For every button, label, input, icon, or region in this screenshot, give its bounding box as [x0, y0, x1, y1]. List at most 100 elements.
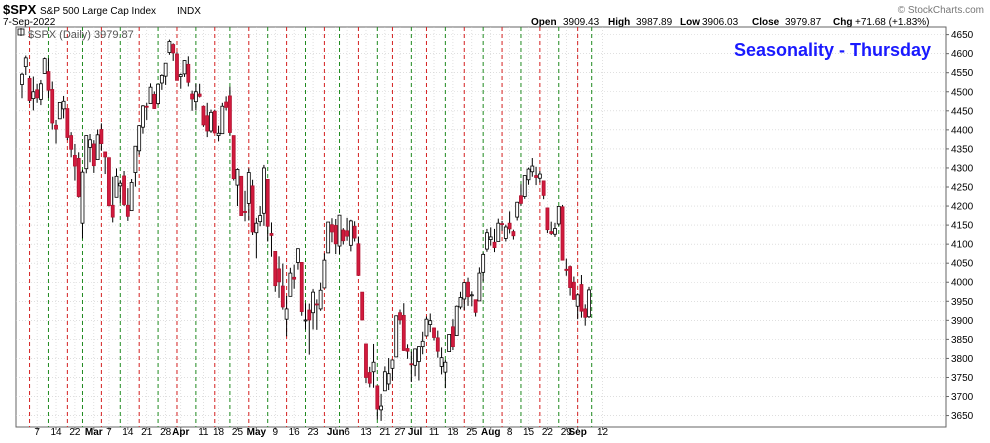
candle-body — [333, 225, 338, 245]
candle — [76, 152, 81, 198]
candle — [144, 102, 149, 120]
candle — [447, 334, 452, 352]
low-value: 3906.03 — [702, 17, 739, 28]
legend-label: $SPX (Daily) 3979.87 — [28, 29, 134, 41]
candle-body — [534, 175, 538, 178]
candle-body — [326, 221, 331, 254]
open-value: 3909.43 — [563, 17, 600, 28]
candle — [288, 267, 293, 297]
candle-body — [141, 105, 145, 128]
x-tick-label: 8 — [507, 427, 513, 438]
candle-body — [42, 58, 47, 74]
candle-body — [375, 385, 380, 410]
y-tick-label: 4200 — [951, 202, 974, 213]
candle — [182, 60, 187, 77]
candle — [375, 385, 380, 420]
candle — [454, 305, 459, 336]
candle-body — [246, 172, 251, 204]
candle-body — [239, 175, 244, 216]
candle — [545, 207, 550, 234]
x-tick-label: 11 — [198, 427, 209, 438]
candle-body — [469, 294, 474, 297]
candle — [73, 143, 77, 181]
candle-body — [250, 185, 255, 233]
candle — [587, 286, 591, 319]
candle — [500, 220, 504, 231]
chart-title: Seasonality - Thursday — [734, 40, 931, 60]
candle-body — [575, 294, 580, 307]
candle — [95, 129, 100, 160]
ohlc-summary: Open 3909.43 High 3987.89 Low 3906.03 Cl… — [531, 17, 930, 28]
candle-body — [201, 105, 206, 126]
candle — [209, 109, 213, 133]
candle — [549, 221, 554, 235]
candle-body — [311, 291, 315, 314]
watermark: © StockCharts.com — [898, 5, 984, 16]
candle-body — [360, 291, 365, 321]
candle — [519, 184, 523, 206]
candle — [227, 86, 232, 136]
y-tick-label: 4400 — [951, 125, 974, 136]
x-tick-label: 14 — [50, 427, 62, 438]
candle-body — [73, 154, 77, 167]
x-tick-label: Sep — [568, 427, 586, 438]
x-tick-label: 14 — [122, 427, 134, 438]
candle-body — [515, 201, 520, 218]
candle-body — [382, 371, 387, 392]
candle-body — [65, 108, 70, 138]
candle-body — [148, 86, 153, 104]
candle-body — [80, 171, 85, 224]
candle-body — [583, 308, 588, 318]
candle — [424, 316, 429, 337]
candle — [405, 344, 410, 359]
candle — [492, 228, 497, 253]
candle-body — [212, 110, 217, 134]
candle — [409, 351, 414, 383]
candle — [511, 229, 516, 240]
candle-body — [91, 143, 96, 167]
candle-body — [197, 93, 202, 97]
y-tick-label: 4000 — [951, 278, 974, 289]
candle — [273, 250, 278, 292]
x-tick-label: 18 — [447, 427, 459, 438]
candle-body — [553, 228, 557, 235]
y-tick-label: 4450 — [951, 106, 974, 117]
candle — [485, 228, 489, 252]
candle-body — [398, 312, 402, 321]
x-tick-label: 9 — [272, 427, 278, 438]
candle-body — [152, 94, 157, 109]
candle-body — [432, 327, 436, 338]
candle — [46, 58, 51, 98]
candle — [42, 57, 47, 74]
candle-body — [99, 129, 104, 144]
candle-body — [352, 225, 357, 239]
candle — [413, 348, 418, 377]
y-tick-label: 3700 — [951, 392, 974, 403]
candle-body — [50, 89, 55, 124]
candle — [35, 83, 40, 103]
candle-body — [545, 207, 550, 231]
candle — [114, 168, 119, 198]
candle-body — [322, 259, 327, 289]
exchange-label: INDX — [177, 6, 201, 17]
candle — [345, 217, 349, 241]
x-tick-label: Mar — [85, 427, 103, 438]
candle-body — [88, 139, 92, 148]
candle — [39, 79, 43, 106]
plot-frame — [15, 26, 947, 428]
candle — [122, 171, 126, 207]
candle — [386, 358, 391, 391]
candle-body — [337, 214, 342, 247]
candle-body — [258, 215, 263, 223]
candle-body — [156, 83, 160, 104]
grid-lines — [16, 27, 946, 427]
candle-body — [568, 266, 572, 288]
candle — [420, 331, 425, 355]
candle — [515, 201, 520, 221]
candle — [314, 299, 319, 330]
candle-body — [466, 281, 470, 298]
candle — [439, 347, 444, 375]
candle-body — [243, 210, 247, 213]
